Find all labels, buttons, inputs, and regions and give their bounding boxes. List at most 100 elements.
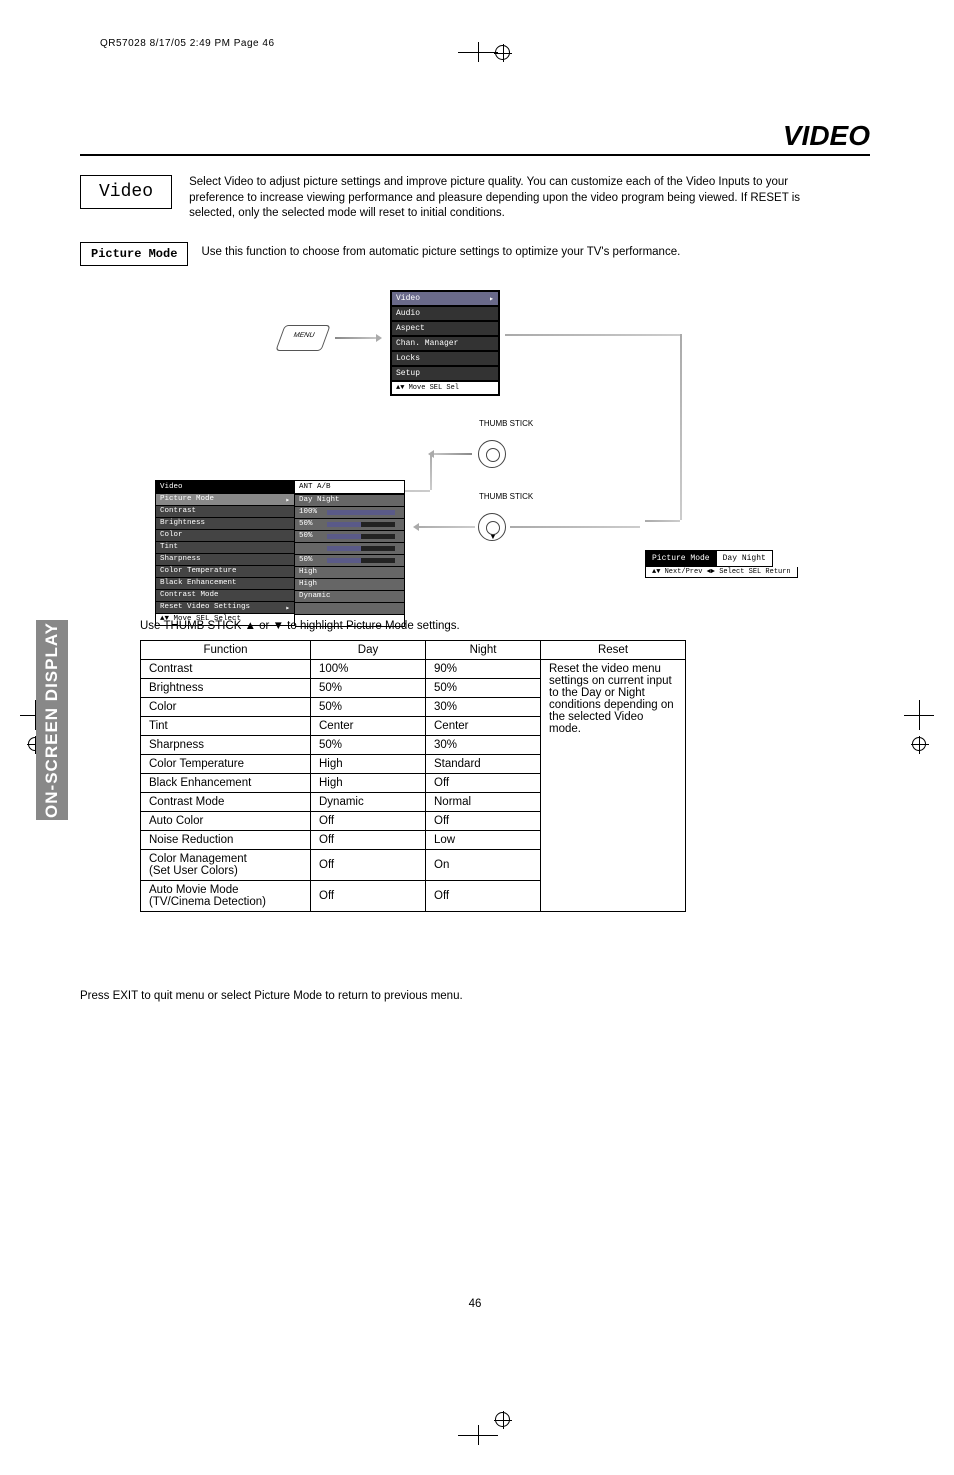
table-cell: 50% xyxy=(311,698,426,717)
table-cell: Color Management(Set User Colors) xyxy=(141,850,311,881)
table-header: Night xyxy=(426,641,541,660)
table-cell: Off xyxy=(311,881,426,912)
table-cell: Off xyxy=(311,831,426,850)
video-description: Select Video to adjust picture settings … xyxy=(189,175,819,222)
picture-mode-header: Picture Mode Use this function to choose… xyxy=(80,242,870,266)
table-cell: 50% xyxy=(311,736,426,755)
osd-row-label: Picture Mode▸ xyxy=(156,493,294,505)
table-cell: High xyxy=(311,755,426,774)
osd-row-label: Black Enhancement xyxy=(156,577,294,589)
printer-circle-right xyxy=(912,737,926,751)
table-cell: Standard xyxy=(426,755,541,774)
printer-mark-top xyxy=(458,42,498,62)
osd-picture-mode-bar: Picture ModeDay Night ▲▼ Next/Prev ◄► Se… xyxy=(645,550,798,578)
table-cell: Off xyxy=(311,812,426,831)
table-cell: On xyxy=(426,850,541,881)
osd-row-value: 100% xyxy=(295,506,404,518)
connector-line xyxy=(680,334,682,520)
table-cell: Dynamic xyxy=(311,793,426,812)
osd-header: ANT A/B xyxy=(295,481,404,494)
printer-circle-bottom xyxy=(495,1412,510,1427)
table-cell: Contrast Mode xyxy=(141,793,311,812)
osd-row-label: Brightness xyxy=(156,517,294,529)
table-cell: Off xyxy=(311,850,426,881)
table-cell: Off xyxy=(426,774,541,793)
osd-row-label: Tint xyxy=(156,541,294,553)
table-cell: Color Temperature xyxy=(141,755,311,774)
table-header: Reset xyxy=(541,641,686,660)
table-cell: Black Enhancement xyxy=(141,774,311,793)
osd-menu-item: Chan. Manager xyxy=(391,336,499,351)
table-cell: Sharpness xyxy=(141,736,311,755)
osd-menu-item: Video▸ xyxy=(391,291,499,306)
table-cell: Off xyxy=(426,881,541,912)
thumb-stick-icon: ▼ xyxy=(478,513,506,541)
osd-row-value: Day Night xyxy=(295,494,404,506)
osd-row-label: Sharpness xyxy=(156,553,294,565)
arrow-icon xyxy=(335,337,380,339)
page-number: 46 xyxy=(80,1298,870,1310)
pm-bar-value: Day Night xyxy=(717,550,773,567)
pm-bar-footer: ▲▼ Next/Prev ◄► Select SEL Return xyxy=(645,567,798,578)
picture-mode-description: Use this function to choose from automat… xyxy=(201,242,680,258)
table-cell: Tint xyxy=(141,717,311,736)
side-tab: ON-SCREEN DISPLAY xyxy=(36,620,68,820)
table-cell: Contrast xyxy=(141,660,311,679)
table-header: Function xyxy=(141,641,311,660)
table-cell: 30% xyxy=(426,736,541,755)
table-cell: Auto Color xyxy=(141,812,311,831)
table-cell: Brightness xyxy=(141,679,311,698)
connector-line xyxy=(430,453,432,490)
table-header: Day xyxy=(311,641,426,660)
thumb-stick-label: THUMB STICK xyxy=(479,493,533,502)
osd-row-value: High xyxy=(295,578,404,590)
table-cell: 30% xyxy=(426,698,541,717)
connector-line xyxy=(505,334,680,336)
printer-circle-top xyxy=(495,45,510,60)
osd-main-menu: Video▸AudioAspectChan. ManagerLocksSetup… xyxy=(390,290,500,396)
settings-table: FunctionDayNightResetContrast100%90%Rese… xyxy=(140,640,686,912)
osd-row-value xyxy=(295,542,404,554)
osd-menu-footer: ▲▼ Move SEL Sel xyxy=(391,381,499,395)
table-row: Contrast100%90%Reset the video menu sett… xyxy=(141,660,686,679)
osd-row-value: Dynamic xyxy=(295,590,404,602)
osd-row-label: Reset Video Settings▸ xyxy=(156,601,294,613)
menu-button-icon: MENU xyxy=(275,325,330,351)
osd-row-label: Color xyxy=(156,529,294,541)
picture-mode-label-box: Picture Mode xyxy=(80,242,188,266)
osd-row-value: 50% xyxy=(295,530,404,542)
connector-line xyxy=(510,526,640,528)
exit-note: Press EXIT to quit menu or select Pictur… xyxy=(80,990,870,1002)
page-frame: VIDEO Video Select Video to adjust pictu… xyxy=(80,120,870,1310)
table-reset-cell: Reset the video menu settings on current… xyxy=(541,660,686,912)
table-cell: Color xyxy=(141,698,311,717)
print-header: QR57028 8/17/05 2:49 PM Page 46 xyxy=(100,38,275,49)
osd-video-menu: VideoPicture Mode▸ContrastBrightnessColo… xyxy=(155,480,405,627)
connector-line xyxy=(645,520,680,522)
table-cell: Low xyxy=(426,831,541,850)
table-cell: 50% xyxy=(311,679,426,698)
osd-menu-item: Audio xyxy=(391,306,499,321)
osd-row-value: 50% xyxy=(295,554,404,566)
osd-row-label: Contrast Mode xyxy=(156,589,294,601)
table-cell: Center xyxy=(311,717,426,736)
osd-menu-item: Setup xyxy=(391,366,499,381)
diagram-area: MENU Video▸AudioAspectChan. ManagerLocks… xyxy=(80,280,870,620)
printer-mark-bottom xyxy=(458,1425,498,1445)
table-cell: 100% xyxy=(311,660,426,679)
pm-bar-label: Picture Mode xyxy=(645,550,717,567)
table-cell: Center xyxy=(426,717,541,736)
osd-row-label: Color Temperature xyxy=(156,565,294,577)
osd-row-value xyxy=(295,602,404,614)
table-cell: 50% xyxy=(426,679,541,698)
video-label-box: Video xyxy=(80,175,172,209)
osd-menu-item: Aspect xyxy=(391,321,499,336)
thumb-stick-label: THUMB STICK xyxy=(479,420,533,429)
instruction-text: Use THUMB STICK ▲ or ▼ to highlight Pict… xyxy=(140,620,460,632)
table-cell: 90% xyxy=(426,660,541,679)
table-cell: Auto Movie Mode(TV/Cinema Detection) xyxy=(141,881,311,912)
video-section-header: Video Select Video to adjust picture set… xyxy=(80,175,870,222)
osd-header: Video xyxy=(156,481,294,493)
page-title: VIDEO xyxy=(80,120,870,156)
osd-row-label: Contrast xyxy=(156,505,294,517)
